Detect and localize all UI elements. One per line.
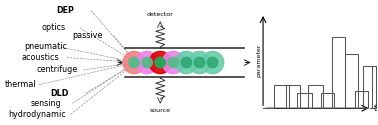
- Ellipse shape: [175, 51, 198, 74]
- Ellipse shape: [188, 51, 211, 74]
- Text: DEP: DEP: [56, 6, 74, 15]
- Text: parameter: parameter: [256, 44, 261, 77]
- Ellipse shape: [142, 57, 152, 68]
- Text: acoustics: acoustics: [22, 53, 59, 62]
- Ellipse shape: [123, 51, 145, 74]
- Text: sensing: sensing: [31, 99, 62, 108]
- Ellipse shape: [181, 57, 192, 68]
- Ellipse shape: [162, 51, 184, 74]
- Ellipse shape: [168, 57, 178, 68]
- Text: passive: passive: [72, 31, 102, 40]
- Text: DLD: DLD: [50, 89, 68, 98]
- Ellipse shape: [194, 57, 205, 68]
- Text: thermal: thermal: [5, 80, 37, 89]
- Text: t: t: [373, 104, 376, 113]
- Text: hydrodynamic: hydrodynamic: [8, 110, 66, 119]
- Ellipse shape: [136, 51, 158, 74]
- Text: optics: optics: [42, 23, 66, 32]
- Ellipse shape: [155, 57, 166, 68]
- Ellipse shape: [129, 57, 139, 68]
- Ellipse shape: [208, 57, 218, 68]
- Ellipse shape: [149, 51, 171, 74]
- Text: detector: detector: [147, 12, 174, 17]
- Text: source: source: [150, 108, 171, 113]
- Text: centrifuge: centrifuge: [37, 65, 78, 74]
- Ellipse shape: [201, 51, 224, 74]
- Text: pneumatic: pneumatic: [24, 42, 67, 51]
